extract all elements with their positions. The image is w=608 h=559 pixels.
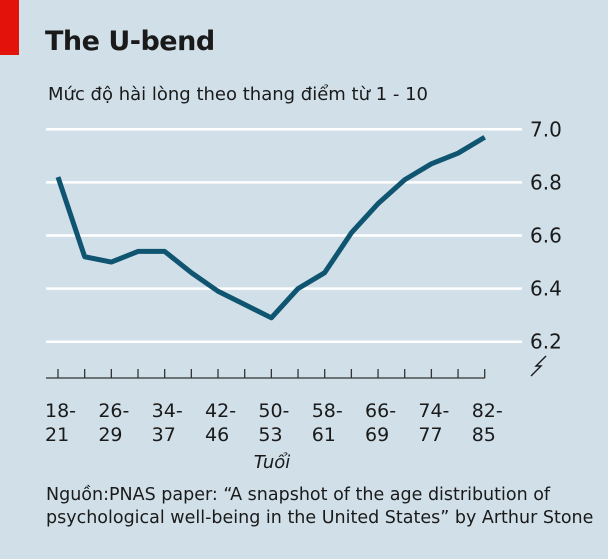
brand-red-bar	[0, 0, 19, 55]
x-tick-label-top: 58-	[312, 400, 343, 422]
chart-subtitle: Mức độ hài lòng theo thang điểm từ 1 - 1…	[48, 84, 429, 105]
source-text: PNAS paper: “A snapshot of the age distr…	[46, 485, 594, 528]
x-tick-label-top: 42-	[205, 400, 236, 422]
x-tick-label-bottom: 37	[152, 424, 176, 446]
source-note: Nguồn:PNAS paper: “A snapshot of the age…	[46, 484, 606, 530]
x-tick-label-bottom: 61	[312, 424, 336, 446]
axis-break-icon	[530, 355, 547, 377]
x-tick-label-top: 18-	[45, 400, 76, 422]
x-tick-label-top: 50-	[258, 400, 289, 422]
y-tick-label: 6.4	[530, 277, 562, 301]
x-tick-label-top: 34-	[152, 400, 183, 422]
x-tick-label-bottom: 46	[205, 424, 229, 446]
chart-title: The U-bend	[45, 26, 215, 57]
y-tick-label: 6.2	[530, 330, 562, 354]
x-tick-label-top: 82-	[472, 400, 503, 422]
x-tick-label-bottom: 85	[472, 424, 496, 446]
x-tick-label-bottom: 21	[45, 424, 69, 446]
x-tick-label-bottom: 77	[418, 424, 442, 446]
series-line	[55, 135, 487, 321]
x-tick-label-top: 74-	[418, 400, 449, 422]
x-tick-label-bottom: 29	[98, 424, 122, 446]
x-tick-label-bottom: 53	[258, 424, 282, 446]
source-label: Nguồn:	[46, 485, 109, 505]
x-axis-title: Tuổi	[254, 452, 291, 473]
x-tick-label-top: 26-	[98, 400, 129, 422]
y-tick-label: 6.6	[530, 224, 562, 248]
x-tick-label-top: 66-	[365, 400, 396, 422]
x-tick-label-bottom: 69	[365, 424, 389, 446]
y-tick-label: 7.0	[530, 117, 562, 141]
y-tick-label: 6.8	[530, 170, 562, 194]
